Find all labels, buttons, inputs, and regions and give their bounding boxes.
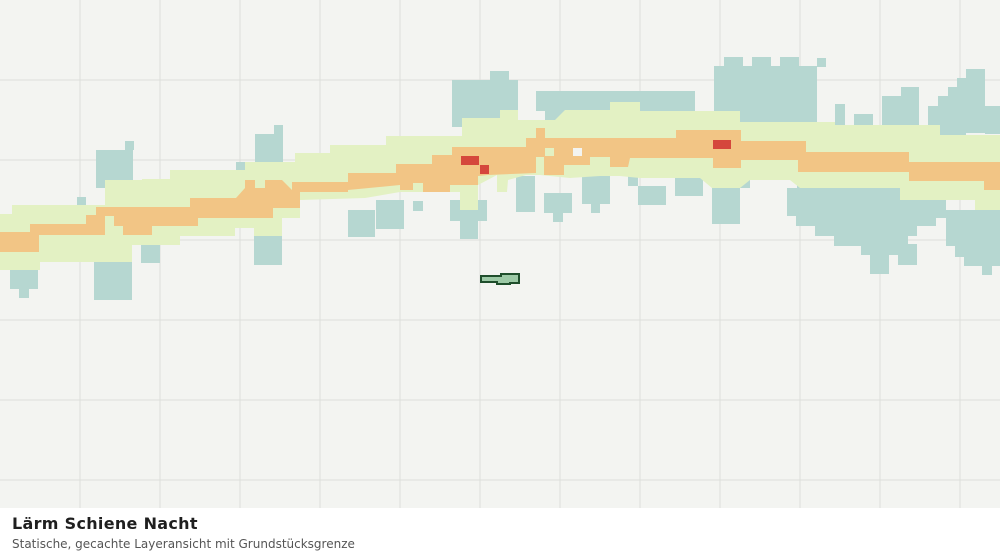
map-view[interactable]: [0, 0, 1000, 508]
layer-subtitle: Statische, gecachte Layeransicht mit Gru…: [12, 537, 355, 551]
noise-zone-high: [0, 128, 1000, 252]
caption-panel: Lärm Schiene Nacht Statische, gecachte L…: [0, 508, 1000, 560]
parcel-boundary[interactable]: [480, 273, 520, 285]
noise-zone-very-high: [461, 140, 731, 174]
gap: [573, 148, 582, 156]
layer-title: Lärm Schiene Nacht: [12, 514, 198, 533]
gap: [545, 148, 554, 156]
